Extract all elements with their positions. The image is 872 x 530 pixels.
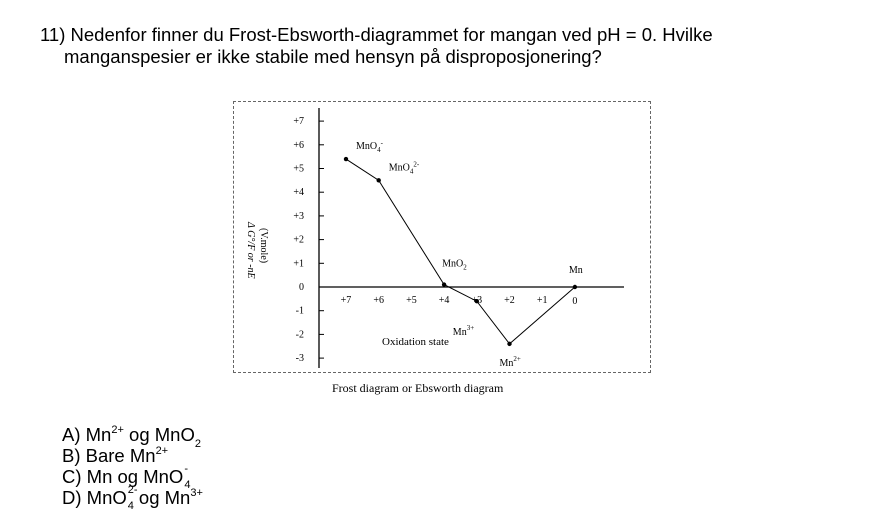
x-tick-label: +5 <box>406 295 417 306</box>
figure-caption: Frost diagram or Ebsworth diagram <box>332 381 504 395</box>
data-point <box>507 341 512 347</box>
y-axis-label-line2: (V.mole) <box>258 228 269 263</box>
y-axis-label-line1: Δ G°/F or -nE <box>245 221 256 279</box>
answer-d[interactable]: D) MnO 4 2- og Mn3+ <box>62 484 203 512</box>
y-tick-label: -2 <box>296 329 304 340</box>
question-line-1: 11) Nedenfor finner du Frost-Ebsworth-di… <box>40 24 713 45</box>
x-tick-label: +4 <box>439 295 450 306</box>
point-labels: MnO4- MnO42- MnO2 Mn3+ Mn2+ Mn <box>356 139 583 369</box>
data-point <box>474 299 479 304</box>
y-ticks: +7 +6 +5 +4 +3 +2 +1 0 -1 -2 -3 <box>293 116 324 364</box>
question-text: 11) Nedenfor finner du Frost-Ebsworth-di… <box>40 24 713 68</box>
data-point <box>343 156 349 162</box>
species-label: Mn <box>569 265 583 276</box>
x-tick-label: +6 <box>373 295 384 306</box>
y-tick-label: +6 <box>293 140 304 151</box>
answer-options: A) Mn2+ og MnO2 B) Bare Mn2+ C) Mn og Mn… <box>62 423 203 512</box>
y-tick-label: +1 <box>293 258 304 269</box>
x-ticks: +7+6+5+4+3+2+10 <box>341 295 578 307</box>
x-tick-label: +1 <box>537 295 548 306</box>
y-tick-label: +2 <box>293 235 304 246</box>
series-line <box>345 158 576 345</box>
y-tick-label: -3 <box>296 353 304 364</box>
x-tick-label: +2 <box>504 295 515 306</box>
x-axis-label: Oxidation state <box>382 336 449 348</box>
data-series <box>343 156 578 347</box>
species-label: MnO42- <box>389 160 420 175</box>
x-tick-label: +7 <box>341 295 352 306</box>
y-tick-label: +3 <box>293 211 304 222</box>
y-tick-label: +4 <box>293 187 304 198</box>
answer-a[interactable]: A) Mn2+ og MnO2 <box>62 423 201 450</box>
question-line-2: manganspesier er ikke stabile med hensyn… <box>64 46 602 67</box>
answer-c[interactable]: C) Mn og MnO 4- <box>62 463 191 491</box>
species-label: Mn2+ <box>500 355 521 369</box>
y-tick-label: -1 <box>296 306 304 317</box>
y-tick-label: +7 <box>293 116 304 127</box>
answer-b[interactable]: B) Bare Mn2+ <box>62 444 169 466</box>
data-point <box>376 178 381 183</box>
frost-diagram-frame: Δ G°/F or -nE (V.mole) +7 +6 +5 +4 +3 +2 +1 0 -1… <box>233 101 651 373</box>
frost-diagram: Δ G°/F or -nE (V.mole) +7 +6 +5 +4 +3 +2 +1 0 -1… <box>245 108 624 369</box>
y-tick-label: 0 <box>299 282 304 293</box>
species-label: Mn3+ <box>453 324 474 338</box>
y-axis-label: Δ G°/F or -nE (V.mole) <box>245 221 269 279</box>
data-point <box>441 282 447 287</box>
data-point <box>572 284 578 290</box>
species-label: MnO4- <box>356 139 384 154</box>
y-tick-label: +5 <box>293 164 304 175</box>
species-label: MnO2 <box>442 259 467 272</box>
x-tick-label: 0 <box>572 296 577 307</box>
